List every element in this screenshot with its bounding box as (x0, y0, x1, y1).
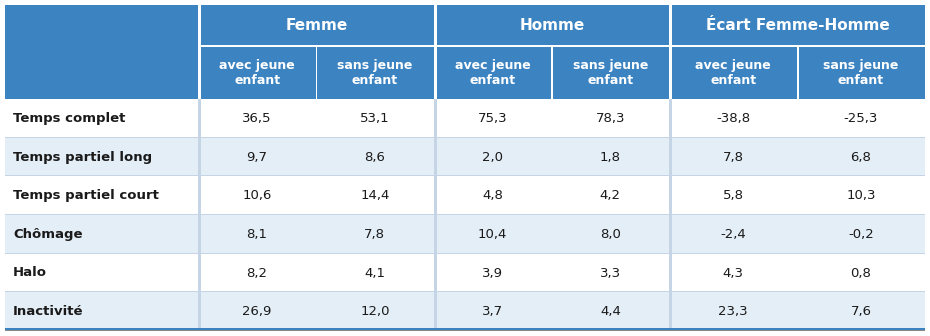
Bar (670, 176, 672, 215)
Text: sans jeune
enfant: sans jeune enfant (338, 58, 413, 87)
Bar (198, 47, 201, 99)
Bar (5, 99, 925, 138)
Text: 8,2: 8,2 (246, 266, 268, 280)
Bar (670, 292, 672, 331)
Text: 4,2: 4,2 (600, 189, 621, 202)
Bar (5, 292, 925, 331)
Text: 10,4: 10,4 (478, 228, 507, 241)
Bar (670, 5, 672, 47)
Text: 3,7: 3,7 (482, 305, 503, 318)
Text: Temps complet: Temps complet (13, 112, 126, 125)
Text: 14,4: 14,4 (360, 189, 390, 202)
Bar (198, 5, 201, 47)
Text: Temps partiel long: Temps partiel long (13, 151, 153, 164)
Text: 53,1: 53,1 (360, 112, 390, 125)
Bar (670, 254, 672, 292)
Text: 8,1: 8,1 (246, 228, 268, 241)
Text: 6,8: 6,8 (851, 151, 871, 164)
Text: 8,6: 8,6 (365, 151, 385, 164)
Text: -38,8: -38,8 (716, 112, 751, 125)
Text: 1,8: 1,8 (600, 151, 621, 164)
Text: -2,4: -2,4 (721, 228, 746, 241)
Bar (670, 47, 672, 99)
Bar (5, 328, 925, 331)
Bar (5, 138, 925, 176)
Bar (433, 47, 437, 99)
Text: 23,3: 23,3 (718, 305, 748, 318)
Text: Inactivité: Inactivité (13, 305, 84, 318)
Bar (5, 214, 925, 215)
Text: 7,8: 7,8 (723, 151, 744, 164)
Text: 7,8: 7,8 (365, 228, 385, 241)
Bar (433, 176, 437, 215)
Text: 36,5: 36,5 (243, 112, 272, 125)
Text: sans jeune
enfant: sans jeune enfant (823, 58, 898, 87)
Text: 9,7: 9,7 (246, 151, 268, 164)
Bar (5, 175, 925, 176)
Bar (5, 5, 925, 47)
Bar (433, 99, 437, 138)
Text: 4,3: 4,3 (723, 266, 744, 280)
Bar (198, 45, 925, 47)
Bar (5, 137, 925, 138)
Text: avec jeune
enfant: avec jeune enfant (219, 58, 295, 87)
Bar (551, 47, 553, 99)
Text: sans jeune
enfant: sans jeune enfant (573, 58, 648, 87)
Bar (198, 99, 201, 138)
Text: 10,3: 10,3 (846, 189, 876, 202)
Text: avec jeune
enfant: avec jeune enfant (696, 58, 771, 87)
Text: -25,3: -25,3 (844, 112, 878, 125)
Bar (5, 47, 925, 99)
Bar (433, 138, 437, 176)
Text: 5,8: 5,8 (723, 189, 744, 202)
Text: 10,6: 10,6 (243, 189, 272, 202)
Text: Halo: Halo (13, 266, 47, 280)
Text: 3,3: 3,3 (600, 266, 621, 280)
Bar (670, 99, 672, 138)
Bar (433, 292, 437, 331)
Text: Écart Femme-Homme: Écart Femme-Homme (706, 18, 890, 34)
Bar (670, 215, 672, 254)
Bar (5, 176, 925, 215)
Bar (5, 254, 925, 292)
Bar (433, 215, 437, 254)
Text: 78,3: 78,3 (595, 112, 625, 125)
Text: 7,6: 7,6 (851, 305, 871, 318)
Text: 26,9: 26,9 (243, 305, 272, 318)
Bar (5, 291, 925, 292)
Text: Chômage: Chômage (13, 228, 83, 241)
Bar (5, 330, 925, 331)
Text: Femme: Femme (286, 18, 348, 34)
Bar (198, 254, 201, 292)
Bar (5, 215, 925, 254)
Bar (797, 47, 799, 99)
Text: 8,0: 8,0 (600, 228, 621, 241)
Bar (198, 138, 201, 176)
Text: 4,8: 4,8 (482, 189, 503, 202)
Text: Temps partiel court: Temps partiel court (13, 189, 159, 202)
Text: 4,4: 4,4 (600, 305, 621, 318)
Bar (433, 254, 437, 292)
Text: -0,2: -0,2 (848, 228, 874, 241)
Bar (433, 5, 437, 47)
Text: 3,9: 3,9 (482, 266, 503, 280)
Bar (5, 253, 925, 254)
Bar (198, 176, 201, 215)
Text: 4,1: 4,1 (365, 266, 385, 280)
Bar (316, 47, 317, 99)
Text: 12,0: 12,0 (360, 305, 390, 318)
Text: 0,8: 0,8 (851, 266, 871, 280)
Text: 75,3: 75,3 (478, 112, 508, 125)
Bar (198, 215, 201, 254)
Text: avec jeune
enfant: avec jeune enfant (455, 58, 530, 87)
Text: 2,0: 2,0 (482, 151, 503, 164)
Bar (198, 292, 201, 331)
Text: Homme: Homme (520, 18, 585, 34)
Bar (670, 138, 672, 176)
